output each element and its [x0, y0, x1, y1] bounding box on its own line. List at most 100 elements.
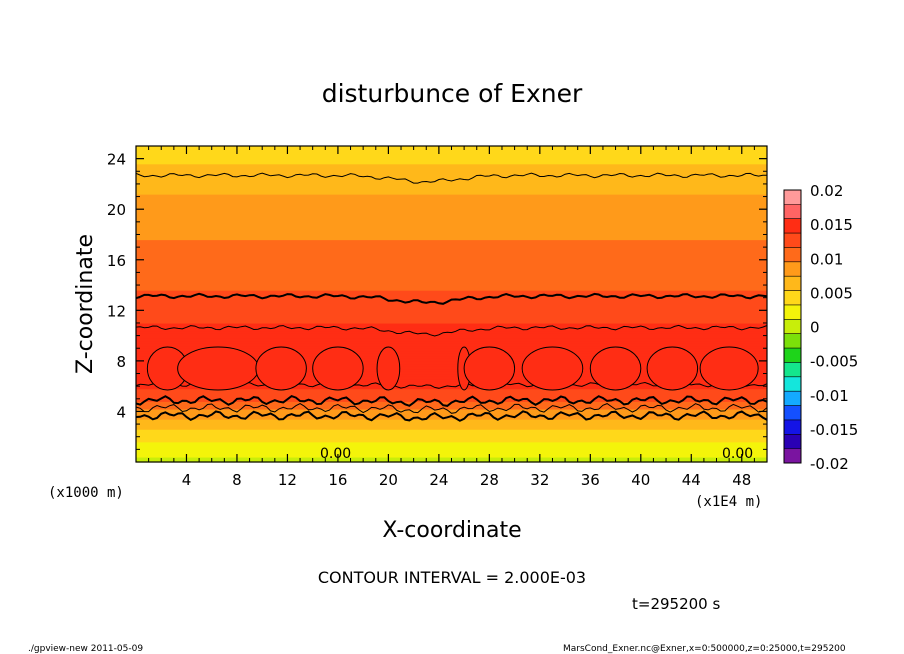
color-band	[136, 408, 767, 413]
color-band	[136, 429, 767, 433]
color-band	[136, 391, 767, 395]
color-band	[136, 186, 767, 190]
color-band	[136, 358, 767, 362]
color-band	[136, 274, 767, 279]
color-band	[136, 363, 767, 367]
color-band	[136, 209, 767, 213]
y-axis-ticks: 4 8 12 16 20 24	[107, 151, 767, 450]
color-band	[136, 398, 767, 402]
color-band	[136, 214, 767, 218]
color-band	[136, 183, 767, 188]
x-axis-ticks: 4 8 12 16 20 24 28 32 36 40 44 48	[148, 146, 755, 489]
contour-interval-text: CONTOUR INTERVAL = 2.000E-03	[318, 568, 586, 587]
color-band	[136, 166, 767, 170]
color-band	[136, 156, 767, 160]
colorbar: 0.02 0.015 0.01 0.005 0 -0.005 -0.01 -0.015 -0.0…	[783, 182, 858, 473]
color-band	[136, 292, 767, 296]
x-tick-label: 28	[480, 471, 499, 489]
colorbar-label: -0.015	[810, 421, 858, 439]
x-tick-label: 24	[429, 471, 448, 489]
y-tick-label: 12	[107, 302, 126, 320]
color-band	[136, 300, 767, 304]
color-band	[136, 365, 767, 370]
color-band	[136, 279, 767, 284]
color-band	[136, 178, 767, 182]
colorbar-frame	[783, 189, 802, 464]
color-band	[136, 295, 767, 299]
color-band	[136, 244, 767, 248]
y-tick-label: 8	[116, 353, 126, 371]
color-band	[136, 219, 767, 223]
x-tick-label: 12	[278, 471, 297, 489]
color-band	[136, 376, 767, 380]
color-band	[136, 285, 767, 289]
color-band	[136, 421, 767, 425]
footer-left: ./gpview-new 2011-05-09	[28, 644, 143, 654]
color-band	[136, 406, 767, 410]
color-band	[136, 194, 767, 198]
contour-line	[135, 292, 768, 305]
colorbar-cell	[784, 434, 801, 450]
color-band	[136, 393, 767, 397]
color-band	[136, 229, 767, 233]
color-band	[136, 454, 767, 458]
color-band	[136, 381, 767, 385]
color-band	[136, 449, 767, 453]
color-band	[136, 247, 767, 251]
y-tick-label: 4	[116, 403, 126, 421]
colorbar-cell	[784, 261, 801, 277]
colorbar-label: 0.02	[810, 182, 843, 200]
color-band	[136, 290, 767, 294]
color-band	[136, 302, 767, 306]
colorbar-label: 0	[810, 319, 820, 337]
color-band	[136, 148, 767, 152]
color-band	[136, 312, 767, 316]
colorbar-cell	[784, 204, 801, 220]
color-band	[136, 196, 767, 200]
colorbar-cell	[784, 333, 801, 349]
color-band	[136, 191, 767, 195]
max-cell	[376, 346, 401, 391]
colorbar-label: -0.02	[810, 455, 849, 473]
color-band	[136, 237, 767, 241]
colorbar-labels: 0.02 0.015 0.01 0.005 0 -0.005 -0.01 -0.015 -0.0…	[810, 182, 858, 473]
color-band	[136, 416, 767, 420]
colorbar-cell	[784, 290, 801, 306]
color-band	[136, 199, 767, 203]
color-band	[136, 431, 767, 435]
colorbar-cells	[784, 189, 801, 464]
color-band	[136, 163, 767, 167]
max-cells	[146, 346, 759, 391]
color-band	[136, 257, 767, 261]
color-band	[136, 188, 767, 193]
contour-label-right: 0.00	[722, 446, 753, 462]
color-band	[136, 446, 767, 450]
color-band	[136, 368, 767, 372]
y-unit-label: (x1000 m)	[48, 485, 124, 501]
colorbar-label: 0.005	[810, 284, 853, 302]
x-axis-label: X-coordinate	[382, 518, 521, 543]
color-band	[136, 234, 767, 238]
color-band	[136, 158, 767, 162]
color-band	[136, 343, 767, 347]
color-band	[136, 264, 767, 268]
color-band	[136, 335, 767, 339]
max-cell	[463, 346, 516, 391]
colorbar-cell	[784, 190, 801, 205]
color-band	[136, 252, 767, 256]
color-band	[136, 333, 767, 337]
colorbar-cell	[784, 405, 801, 421]
max-cell	[646, 346, 699, 391]
contour-label-left: 0.00	[320, 446, 351, 462]
colorbar-cell	[784, 276, 801, 291]
max-cell	[699, 346, 759, 391]
x-tick-label: 4	[182, 471, 192, 489]
colorbar-cell	[784, 448, 801, 464]
contour-line	[135, 394, 768, 407]
color-band	[136, 373, 767, 377]
colorbar-cell	[784, 376, 801, 392]
x-unit-label: (x1E4 m)	[695, 494, 762, 510]
color-band	[136, 239, 767, 243]
contour-line	[135, 403, 768, 414]
